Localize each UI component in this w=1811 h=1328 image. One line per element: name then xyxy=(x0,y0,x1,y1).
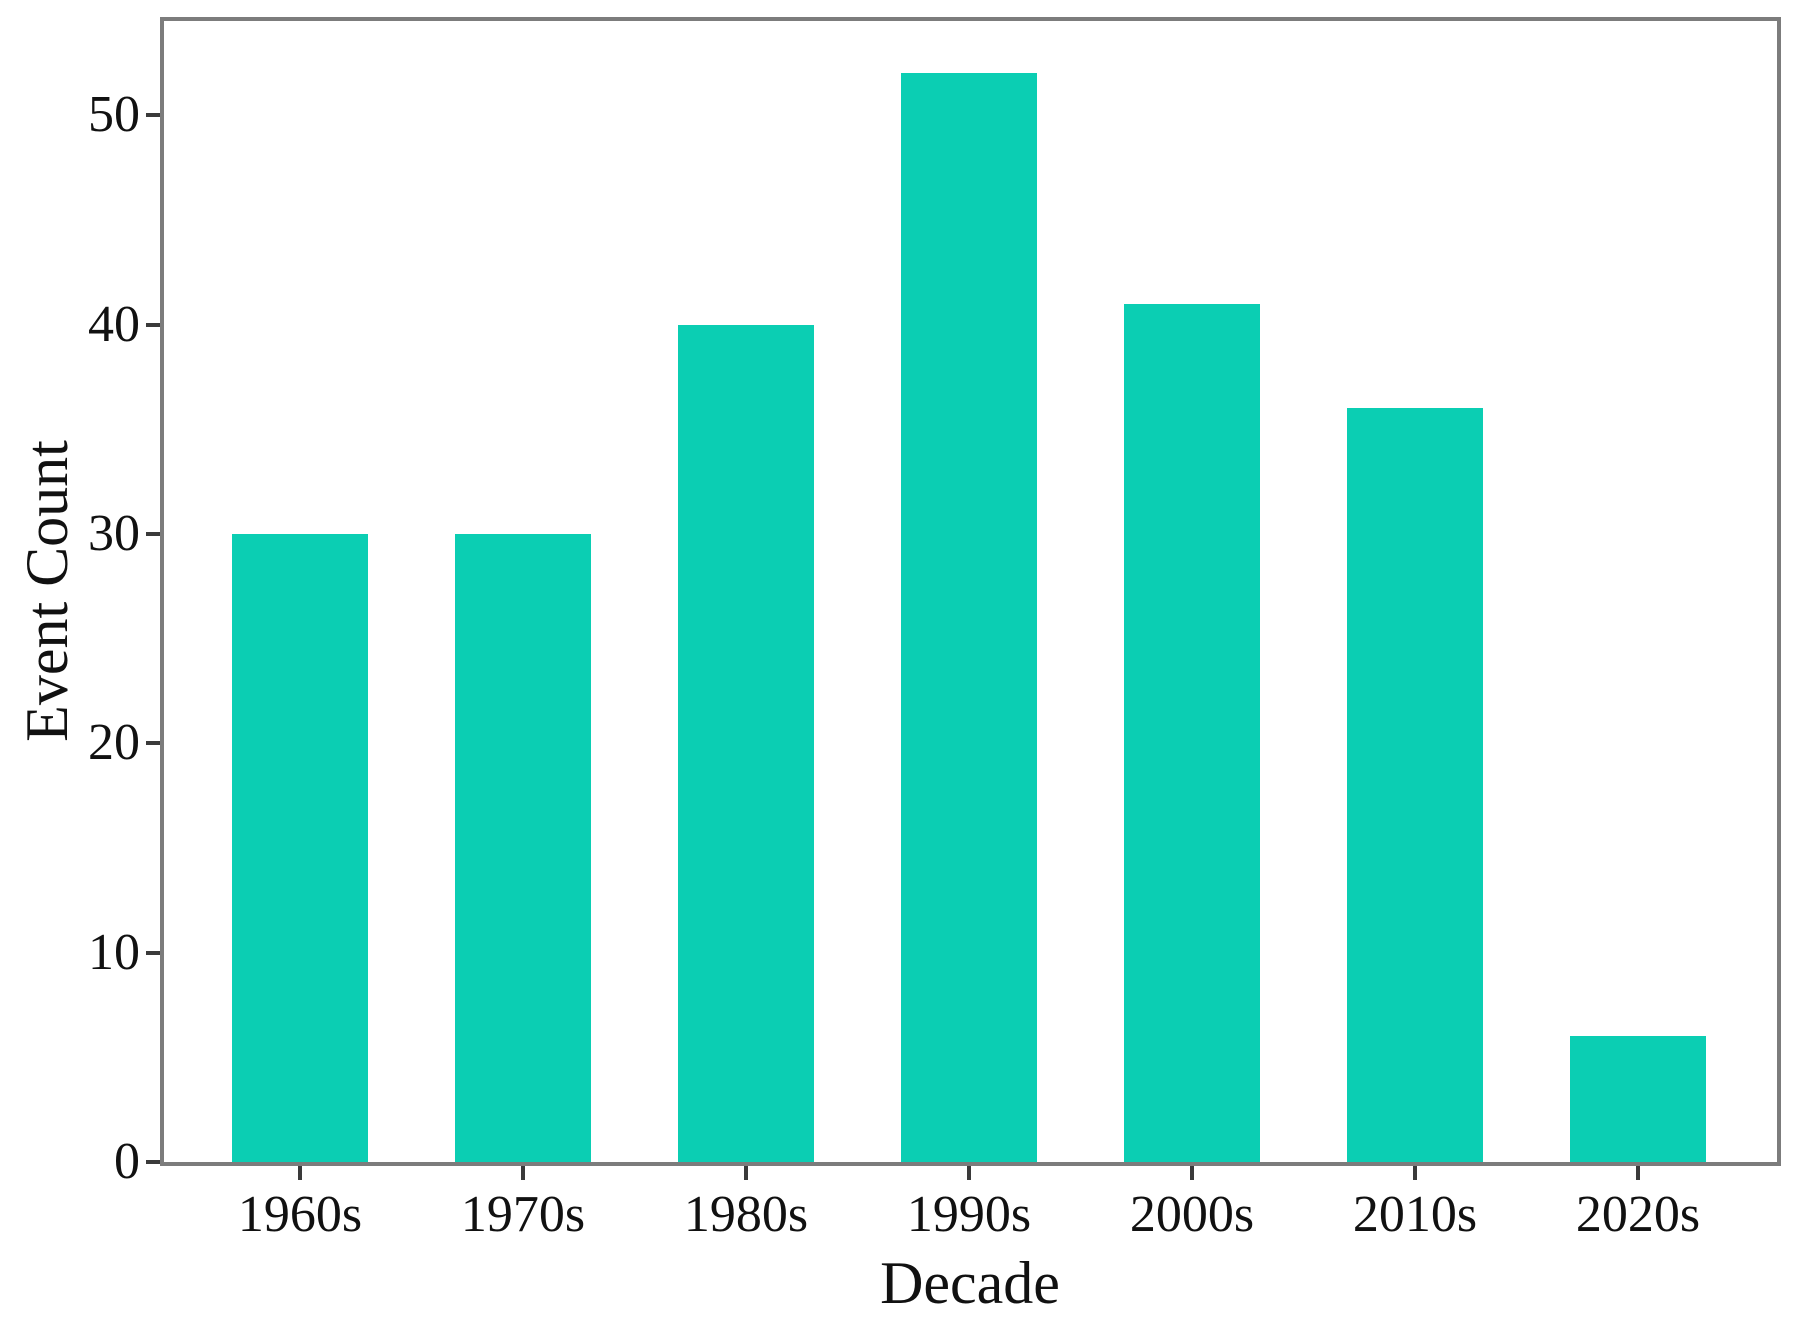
x-axis-label: Decade xyxy=(880,1250,1060,1316)
x-tick-mark-2010s xyxy=(1413,1166,1417,1180)
x-tick-label-2020s: 2020s xyxy=(1575,1186,1701,1243)
x-tick-label-1970s: 1970s xyxy=(460,1186,586,1243)
y-tick-mark-30 xyxy=(146,531,160,536)
y-tick-mark-20 xyxy=(146,741,160,746)
x-tick-mark-1980s xyxy=(744,1166,748,1180)
x-tick-mark-2020s xyxy=(1636,1166,1640,1180)
y-tick-label-30: 30 xyxy=(88,504,140,562)
bar-1980s xyxy=(678,325,814,1162)
x-tick-label-1980s: 1980s xyxy=(683,1186,809,1243)
x-tick-label-2010s: 2010s xyxy=(1352,1186,1478,1243)
y-tick-mark-0 xyxy=(146,1160,160,1164)
y-tick-label-20: 20 xyxy=(88,714,140,772)
x-tick-mark-1960s xyxy=(298,1166,302,1180)
y-tick-label-40: 40 xyxy=(88,295,140,353)
x-tick-label-2000s: 2000s xyxy=(1129,1186,1255,1243)
x-tick-mark-1990s xyxy=(967,1166,971,1180)
y-tick-label-50: 50 xyxy=(88,86,140,144)
x-tick-label-1990s: 1990s xyxy=(906,1186,1032,1243)
bar-1960s xyxy=(232,534,368,1162)
y-tick-mark-10 xyxy=(146,950,160,955)
bar-2000s xyxy=(1124,304,1260,1162)
bar-2010s xyxy=(1347,408,1483,1162)
y-tick-label-10: 10 xyxy=(88,923,140,981)
y-tick-mark-50 xyxy=(146,113,160,118)
y-tick-label-0: 0 xyxy=(114,1133,140,1190)
bar-1970s xyxy=(455,534,591,1162)
bar-1990s xyxy=(901,73,1037,1162)
y-axis-label: Event Count xyxy=(14,440,80,742)
x-tick-mark-2000s xyxy=(1190,1166,1194,1180)
bar-2020s xyxy=(1570,1036,1706,1162)
x-tick-mark-1970s xyxy=(521,1166,525,1180)
y-tick-mark-40 xyxy=(146,322,160,327)
x-tick-label-1960s: 1960s xyxy=(237,1186,363,1243)
